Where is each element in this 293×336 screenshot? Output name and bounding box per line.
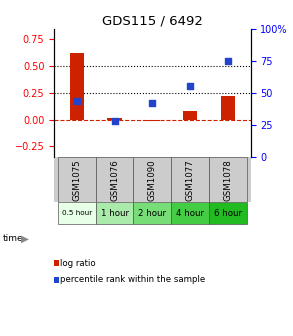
Text: time: time xyxy=(3,234,23,243)
Text: GSM1076: GSM1076 xyxy=(110,159,119,201)
Text: 6 hour: 6 hour xyxy=(214,209,242,218)
FancyBboxPatch shape xyxy=(96,157,134,202)
Point xyxy=(74,98,79,103)
Bar xyxy=(221,96,235,120)
Text: ▶: ▶ xyxy=(21,234,29,244)
Text: 4 hour: 4 hour xyxy=(176,209,204,218)
Bar xyxy=(70,53,84,120)
Text: percentile rank within the sample: percentile rank within the sample xyxy=(60,275,205,284)
FancyBboxPatch shape xyxy=(171,202,209,224)
FancyBboxPatch shape xyxy=(96,202,134,224)
Text: GSM1077: GSM1077 xyxy=(185,159,195,201)
Text: 1 hour: 1 hour xyxy=(100,209,129,218)
Bar xyxy=(183,111,197,120)
FancyBboxPatch shape xyxy=(134,157,171,202)
Text: 0.5 hour: 0.5 hour xyxy=(62,210,92,216)
FancyBboxPatch shape xyxy=(209,202,247,224)
Text: GSM1078: GSM1078 xyxy=(223,159,232,201)
Text: GSM1090: GSM1090 xyxy=(148,159,157,201)
Point xyxy=(226,58,230,64)
FancyBboxPatch shape xyxy=(171,157,209,202)
FancyBboxPatch shape xyxy=(134,202,171,224)
Text: GSM1075: GSM1075 xyxy=(72,159,81,201)
Point xyxy=(188,84,193,89)
Point xyxy=(150,100,155,106)
FancyBboxPatch shape xyxy=(58,157,96,202)
Bar xyxy=(145,120,159,121)
Text: 2 hour: 2 hour xyxy=(138,209,166,218)
Title: GDS115 / 6492: GDS115 / 6492 xyxy=(102,14,203,28)
FancyBboxPatch shape xyxy=(209,157,247,202)
Point xyxy=(112,119,117,124)
FancyBboxPatch shape xyxy=(58,202,96,224)
Text: log ratio: log ratio xyxy=(60,259,96,268)
Bar xyxy=(108,118,122,120)
